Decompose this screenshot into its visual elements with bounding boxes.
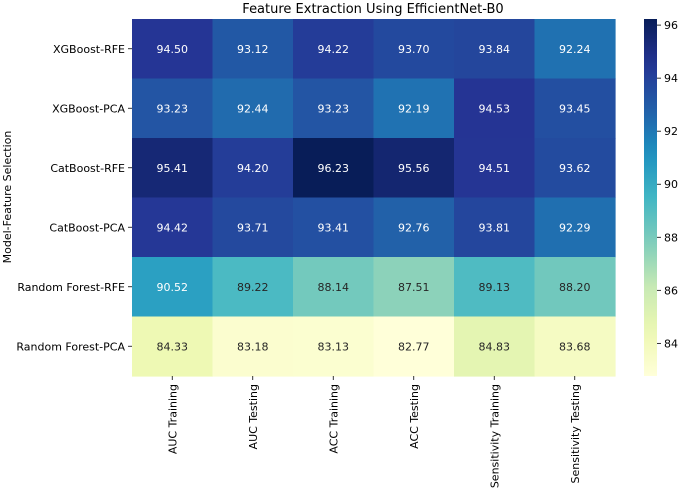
- cell-value-label: 82.77: [398, 340, 430, 353]
- cell-value-label: 94.53: [479, 102, 511, 115]
- heatmap-cell: [212, 78, 294, 139]
- heatmap-cell: [293, 138, 375, 199]
- heatmap-cell: [212, 257, 294, 318]
- cell-value-label: 94.22: [318, 43, 350, 56]
- row-label: Random Forest-PCA: [16, 340, 125, 353]
- cell-value-label: 83.13: [318, 340, 350, 353]
- row-label: Random Forest-RFE: [17, 281, 125, 294]
- column-labels: AUC Training AUC Testing ACC Training ACC T…: [166, 376, 582, 488]
- cell-value-label: 92.44: [237, 102, 269, 115]
- heatmap-cell: [132, 78, 214, 139]
- colorbar-tick-label: 88: [664, 231, 678, 244]
- heatmap-cell: [212, 19, 294, 80]
- heatmap-cell: [454, 257, 536, 318]
- cell-value-label: 96.23: [318, 162, 350, 175]
- heatmap-cell: [132, 257, 214, 318]
- cell-value-label: 84.33: [157, 340, 189, 353]
- heatmap-cell: [534, 257, 616, 318]
- heatmap-cell: [293, 19, 375, 80]
- heatmap-cell: [534, 197, 616, 258]
- cell-value-label: 87.51: [398, 281, 430, 294]
- cell-value-label: 93.71: [237, 221, 269, 234]
- cell-value-label: 93.23: [318, 102, 350, 115]
- heatmap-cell: [534, 78, 616, 139]
- cell-value-label: 93.41: [318, 221, 350, 234]
- colorbar-tick-label: 96: [664, 19, 678, 32]
- colorbar-tick-label: 86: [664, 284, 678, 297]
- heatmap-cell: [454, 138, 536, 199]
- row-label: CatBoost-PCA: [49, 221, 125, 234]
- cell-value-label: 83.68: [559, 340, 591, 353]
- heatmap-cell: [132, 19, 214, 80]
- heatmap-cell: [454, 19, 536, 80]
- cell-value-label: 83.18: [237, 340, 269, 353]
- heatmap-cell: [293, 197, 375, 258]
- cell-value-label: 93.84: [479, 43, 511, 56]
- cell-value-label: 93.12: [237, 43, 269, 56]
- heatmap-cell: [373, 197, 455, 258]
- heatmap-cell: [454, 316, 536, 377]
- cell-value-label: 93.62: [559, 162, 591, 175]
- colorbar: 84 86 88 90 92 94 96: [644, 19, 678, 376]
- cell-value-label: 89.22: [237, 281, 269, 294]
- cell-value-label: 94.51: [479, 162, 511, 175]
- cell-value-label: 88.20: [559, 281, 591, 294]
- heatmap-cell: [132, 197, 214, 258]
- row-label: CatBoost-RFE: [50, 162, 125, 175]
- cell-value-label: 93.81: [479, 221, 511, 234]
- heatmap-cell: [534, 19, 616, 80]
- heatmap-cell: [132, 138, 214, 199]
- heatmap-cell: [373, 78, 455, 139]
- column-label: Sensitivity Training: [488, 384, 501, 488]
- cell-value-label: 94.50: [157, 43, 189, 56]
- colorbar-gradient: [644, 19, 657, 376]
- cell-value-label: 95.41: [157, 162, 189, 175]
- heatmap-cell: [373, 19, 455, 80]
- cell-value-label: 92.29: [559, 221, 591, 234]
- column-label: AUC Testing: [247, 384, 260, 449]
- cell-value-label: 92.24: [559, 43, 591, 56]
- column-label: AUC Training: [166, 384, 179, 454]
- cell-value-label: 95.56: [398, 162, 430, 175]
- colorbar-tick-label: 94: [664, 72, 678, 85]
- heatmap-cell: [212, 138, 294, 199]
- heatmap-cell: [373, 138, 455, 199]
- colorbar-tick-label: 84: [664, 337, 678, 350]
- column-label: ACC Testing: [408, 384, 421, 449]
- heatmap-cell: [454, 197, 536, 258]
- chart-title: Feature Extraction Using EfficientNet-B0: [242, 2, 503, 17]
- heatmap-cell: [293, 78, 375, 139]
- cell-value-label: 93.45: [559, 102, 591, 115]
- cell-value-label: 89.13: [479, 281, 511, 294]
- heatmap-cell: [373, 316, 455, 377]
- column-label: Sensitivity Testing: [569, 384, 582, 483]
- heatmap-cells: 94.50 93.12 94.22 93.70 93.84 92.24 93.23 92.44…: [132, 19, 616, 377]
- heatmap-cell: [534, 316, 616, 377]
- colorbar-tick-label: 92: [664, 125, 678, 138]
- heatmap-cell: [373, 257, 455, 318]
- row-labels: XGBoost-RFE XGBoost-PCA CatBoost-RFE CatBoo…: [16, 43, 132, 353]
- heatmap-cell: [454, 78, 536, 139]
- cell-value-label: 93.70: [398, 43, 430, 56]
- cell-value-label: 93.23: [157, 102, 189, 115]
- cell-value-label: 90.52: [157, 281, 189, 294]
- heatmap-cell: [293, 316, 375, 377]
- cell-value-label: 94.42: [157, 221, 189, 234]
- cell-value-label: 92.76: [398, 221, 430, 234]
- y-axis-label: Model-Feature Selection: [1, 131, 14, 264]
- heatmap-cell: [212, 316, 294, 377]
- colorbar-tick-label: 90: [664, 178, 678, 191]
- heatmap-cell: [534, 138, 616, 199]
- cell-value-label: 88.14: [318, 281, 350, 294]
- heatmap-cell: [293, 257, 375, 318]
- cell-value-label: 94.20: [237, 162, 269, 175]
- row-label: XGBoost-PCA: [52, 102, 125, 115]
- cell-value-label: 84.83: [479, 340, 511, 353]
- column-label: ACC Training: [327, 384, 340, 454]
- heatmap-cell: [132, 316, 214, 377]
- row-label: XGBoost-RFE: [53, 43, 125, 56]
- heatmap-cell: [212, 197, 294, 258]
- cell-value-label: 92.19: [398, 102, 430, 115]
